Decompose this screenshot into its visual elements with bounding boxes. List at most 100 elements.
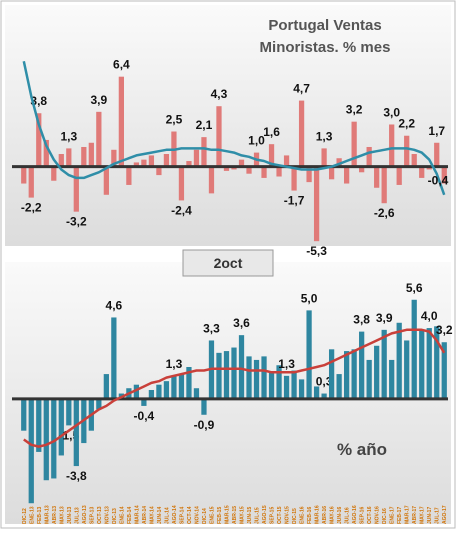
data-label: 2,2 [398, 117, 415, 131]
data-label: -2,6 [374, 206, 395, 220]
x-tick-label: JUN-14 [157, 507, 163, 524]
bar [238, 159, 245, 167]
bar [291, 370, 297, 399]
data-label: 4,3 [211, 87, 228, 101]
bar [321, 393, 327, 399]
x-tick-label: OCT-15 [277, 506, 283, 524]
bar [223, 351, 230, 399]
bar [396, 322, 402, 399]
badge-box [182, 249, 274, 277]
bar [148, 155, 155, 167]
bar [201, 398, 207, 415]
bar [238, 335, 245, 399]
x-tick-label: JUN-13 [67, 507, 73, 524]
x-tick-label: AGO-13 [82, 505, 88, 524]
bar [283, 155, 290, 167]
data-label: -5,3 [306, 244, 327, 258]
x-tick-label: ENE-16 [300, 506, 306, 524]
bar [336, 158, 342, 167]
data-label: -2,2 [21, 201, 42, 215]
data-label: 3,3 [203, 321, 220, 335]
bar [246, 166, 252, 174]
bar [96, 398, 102, 410]
data-label: -2,4 [171, 203, 192, 217]
bar [351, 121, 357, 167]
bar [268, 372, 275, 399]
bar [374, 166, 380, 188]
data-label: -0,9 [194, 418, 215, 432]
bar [381, 329, 387, 399]
bar [111, 317, 117, 399]
x-tick-label: AGO-16 [352, 505, 358, 524]
x-tick-label: FEB-17 [397, 507, 403, 524]
x-tick-label: FEB-13 [37, 507, 43, 524]
bar [344, 351, 350, 399]
bar [261, 166, 267, 178]
data-label: -3,2 [66, 215, 87, 229]
bar [404, 340, 410, 399]
x-tick-label: JUL-14 [164, 507, 170, 524]
bar [404, 135, 410, 167]
bar [28, 398, 34, 504]
bar [411, 299, 417, 399]
x-tick-label: OCT-14 [187, 506, 193, 524]
bar [141, 398, 147, 406]
bar [374, 345, 380, 399]
bar [389, 359, 395, 399]
bar [163, 381, 170, 399]
data-label: 3,9 [376, 311, 393, 325]
bar [351, 349, 357, 399]
x-tick-label: ENE-13 [29, 506, 35, 524]
x-tick-label: OCT-16 [367, 506, 373, 524]
bar [103, 374, 109, 399]
bar [163, 154, 170, 167]
bar [276, 166, 282, 177]
x-tick-label: ABR-14 [142, 506, 148, 524]
x-tick-label: SEP-13 [89, 507, 95, 524]
x-tick-label: JUL-16 [345, 507, 351, 524]
chart-title: Minoristas. % mes [260, 39, 391, 56]
bar [51, 166, 57, 181]
bar [328, 166, 335, 180]
data-label: 3,6 [233, 316, 250, 330]
data-label: 5,6 [406, 281, 423, 295]
x-tick-label: AGO-17 [442, 505, 448, 524]
data-label: 4,7 [293, 82, 310, 96]
bar [58, 398, 64, 456]
bar [178, 166, 185, 201]
bar [58, 154, 64, 167]
data-label: 1,0 [248, 134, 265, 148]
x-tick-label: MAR-13 [44, 505, 50, 524]
bar [411, 154, 417, 167]
bar [208, 166, 215, 194]
data-label: 1,7 [428, 124, 445, 138]
data-label: 1,6 [263, 125, 280, 139]
bar [396, 166, 402, 185]
bar [141, 159, 147, 167]
bar [36, 113, 42, 167]
x-tick-label: DIC-13 [112, 508, 118, 524]
data-label: 5,0 [301, 291, 318, 305]
x-tick-label: MAR-16 [315, 505, 321, 524]
panel-top [5, 5, 451, 246]
bar [381, 166, 387, 204]
x-tick-label: DIC-16 [382, 508, 388, 524]
x-tick-label: MAR-14 [134, 505, 140, 524]
bar [298, 379, 305, 399]
x-tick-label: MAR-15 [224, 505, 230, 524]
bar [201, 137, 207, 167]
x-tick-label: MAY-17 [420, 506, 426, 524]
x-tick-label: JUN-17 [427, 507, 433, 524]
x-tick-label: ENE-14 [119, 506, 125, 524]
bar [419, 166, 425, 178]
x-tick-label: MAY-13 [59, 506, 65, 524]
bar [103, 166, 109, 195]
data-label: -0,4 [134, 409, 155, 423]
data-label: 2,1 [196, 118, 213, 132]
data-label: 1,3 [60, 129, 77, 143]
bar [283, 375, 290, 399]
x-tick-label: DIC-12 [22, 508, 28, 524]
bar [306, 166, 312, 183]
bar [261, 356, 267, 399]
